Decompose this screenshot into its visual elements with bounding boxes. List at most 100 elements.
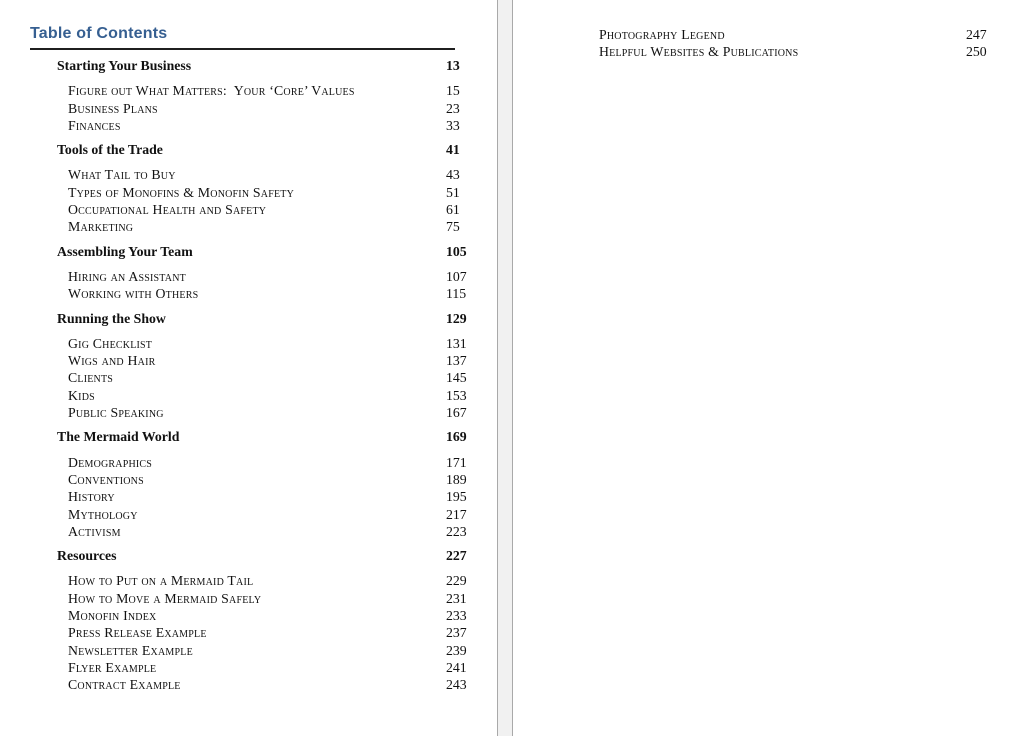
toc-entry[interactable]: History 195 bbox=[68, 488, 472, 505]
toc-entry-title: Photography Legend bbox=[599, 27, 725, 42]
toc-entry-title: History bbox=[68, 489, 115, 505]
toc-entry-title: Contract Example bbox=[68, 677, 181, 693]
toc-entry-title: Figure out What Matters: Your ‘Core’ Val… bbox=[68, 83, 355, 99]
toc-entry-page: 51 bbox=[446, 184, 460, 200]
toc-entry[interactable]: Photography Legend 247 bbox=[599, 26, 996, 43]
toc-entry-page: 239 bbox=[446, 642, 467, 658]
toc-entry[interactable]: Flyer Example 241 bbox=[68, 659, 472, 676]
toc-entry-page: 243 bbox=[446, 677, 467, 693]
toc-entry[interactable]: The Mermaid World 169 bbox=[57, 428, 472, 445]
toc-entry-page: 129 bbox=[446, 310, 467, 326]
toc-entry-page: 227 bbox=[446, 548, 467, 564]
toc-entry-page: 241 bbox=[446, 659, 467, 675]
toc-entry-page: 131 bbox=[446, 335, 467, 351]
toc-entry-page: 13 bbox=[446, 58, 460, 73]
toc-entry[interactable]: Mythology 217 bbox=[68, 506, 472, 523]
toc-entry-page: 195 bbox=[446, 489, 467, 505]
toc-heading-rule bbox=[30, 48, 455, 50]
toc-entry[interactable]: Contract Example 243 bbox=[68, 676, 472, 693]
toc-entry[interactable]: Activism 223 bbox=[68, 523, 472, 540]
document-page-left: Table of Contents Starting Your Business… bbox=[0, 0, 498, 736]
toc-entry-page: 41 bbox=[446, 142, 460, 158]
toc-entry[interactable]: Marketing 75 bbox=[68, 218, 472, 235]
toc-entry[interactable]: Press Release Example 237 bbox=[68, 624, 472, 641]
toc-entry-page: 217 bbox=[446, 506, 467, 522]
toc-entry[interactable]: Finances 33 bbox=[68, 117, 472, 134]
toc-entry[interactable]: Figure out What Matters: Your ‘Core’ Val… bbox=[68, 82, 472, 99]
toc-entry[interactable]: Running the Show 129 bbox=[57, 310, 472, 327]
toc-entry-title: Helpful Websites & Publications bbox=[599, 44, 799, 60]
toc-entry-title: Conventions bbox=[68, 471, 144, 487]
toc-entry[interactable]: What Tail to Buy 43 bbox=[68, 166, 472, 183]
toc-entry-title: What Tail to Buy bbox=[68, 167, 176, 183]
toc-entry-page: 237 bbox=[446, 625, 467, 641]
toc-entry-title: How to Move a Mermaid Safely bbox=[68, 590, 262, 606]
toc-entry-title: Public Speaking bbox=[68, 405, 164, 421]
toc-entry[interactable]: Business Plans 23 bbox=[68, 100, 472, 117]
toc-entry[interactable]: Resources 227 bbox=[57, 547, 472, 564]
toc-entry[interactable]: How to Put on a Mermaid Tail 229 bbox=[68, 572, 472, 589]
toc-entry-page: 33 bbox=[446, 117, 460, 133]
page-gap bbox=[498, 0, 512, 736]
toc-entry[interactable]: Assembling Your Team 105 bbox=[57, 243, 472, 260]
toc-entry-page: 250 bbox=[966, 44, 987, 60]
toc-entry-title: How to Put on a Mermaid Tail bbox=[68, 573, 254, 589]
toc-entry[interactable]: Kids 153 bbox=[68, 387, 472, 404]
document-page-right: Photography Legend 247 Helpful Websites &… bbox=[512, 0, 1019, 736]
toc-entry-title: Mythology bbox=[68, 506, 138, 522]
toc-entry[interactable]: Wigs and Hair 137 bbox=[68, 352, 472, 369]
toc-entry[interactable]: Starting Your Business 13 bbox=[57, 57, 472, 74]
toc-entry-page: 233 bbox=[446, 608, 467, 624]
toc-entry[interactable]: Working with Others 115 bbox=[68, 285, 472, 302]
toc-entry-title: Assembling Your Team bbox=[57, 243, 193, 259]
toc-entry-title: Gig Checklist bbox=[68, 335, 153, 351]
toc-entry-page: 115 bbox=[446, 286, 467, 302]
toc-entry-title: Monofin Index bbox=[68, 608, 157, 624]
toc-entry[interactable]: Clients 145 bbox=[68, 369, 472, 386]
toc-entry[interactable]: Demographics 171 bbox=[68, 454, 472, 471]
toc-entry[interactable]: Helpful Websites & Publications 250 bbox=[599, 43, 996, 60]
toc-entry[interactable]: Occupational Health and Safety 61 bbox=[68, 201, 472, 218]
toc-entry-page: 137 bbox=[446, 353, 467, 369]
toc-entry-title: Wigs and Hair bbox=[68, 353, 156, 369]
toc-entry-page: 189 bbox=[446, 471, 467, 487]
toc-entry-title: Marketing bbox=[68, 219, 134, 235]
toc-entry-page: 247 bbox=[966, 27, 987, 42]
toc-entry-title: Occupational Health and Safety bbox=[68, 202, 267, 218]
toc-entry[interactable]: How to Move a Mermaid Safely 231 bbox=[68, 590, 472, 607]
toc-entry-title: Demographics bbox=[68, 454, 153, 470]
toc-entry-title: Resources bbox=[57, 548, 117, 564]
toc-heading: Table of Contents bbox=[30, 25, 168, 42]
toc-entry-page: 153 bbox=[446, 387, 467, 403]
toc-entry[interactable]: Gig Checklist 131 bbox=[68, 335, 472, 352]
toc-entry-page: 167 bbox=[446, 405, 467, 421]
toc-entry-page: 223 bbox=[446, 523, 467, 539]
toc-entry-page: 145 bbox=[446, 370, 467, 386]
toc-entry[interactable]: Conventions 189 bbox=[68, 471, 472, 488]
toc-entry-page: 23 bbox=[446, 100, 460, 116]
toc-entry-title: Kids bbox=[68, 387, 95, 403]
toc-entry-page: 169 bbox=[446, 429, 467, 445]
toc-entry-page: 107 bbox=[446, 268, 467, 284]
toc-entry-title: Business Plans bbox=[68, 100, 158, 116]
toc-entry[interactable]: Hiring an Assistant 107 bbox=[68, 268, 472, 285]
toc-entry-title: The Mermaid World bbox=[57, 429, 180, 445]
toc-entry-title: Hiring an Assistant bbox=[68, 268, 186, 284]
toc-entry-title: Running the Show bbox=[57, 310, 166, 326]
toc-entry-page: 75 bbox=[446, 219, 460, 235]
toc-entry[interactable]: Types of Monofins & Monofin Safety 51 bbox=[68, 184, 472, 201]
toc-entry-page: 61 bbox=[446, 202, 460, 218]
toc-entry-title: Newsletter Example bbox=[68, 642, 193, 658]
toc-entry[interactable]: Newsletter Example 239 bbox=[68, 642, 472, 659]
toc-entry-page: 15 bbox=[446, 83, 460, 99]
toc-entry[interactable]: Public Speaking 167 bbox=[68, 404, 472, 421]
toc-entry-page: 231 bbox=[446, 590, 467, 606]
toc-entry[interactable]: Tools of the Trade 41 bbox=[57, 141, 472, 158]
toc-entry-title: Flyer Example bbox=[68, 659, 157, 675]
toc-list: Starting Your Business 13 Figure out What… bbox=[30, 57, 497, 694]
toc-entry[interactable]: Monofin Index 233 bbox=[68, 607, 472, 624]
toc-entry-page: 43 bbox=[446, 167, 460, 183]
toc-list-continued: Photography Legend 247 Helpful Websites &… bbox=[599, 26, 1019, 61]
toc-entry-title: Activism bbox=[68, 523, 121, 539]
